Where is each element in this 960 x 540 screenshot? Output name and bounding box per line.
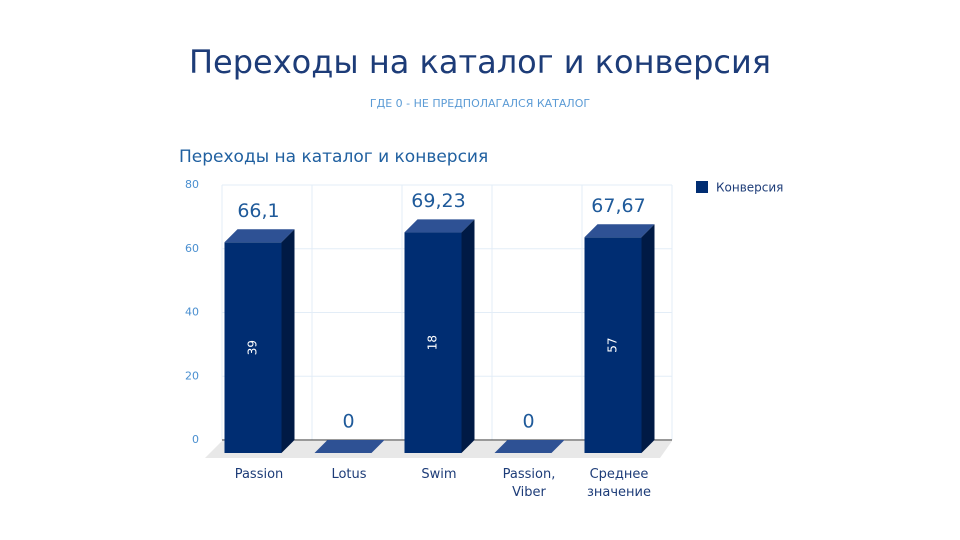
slide-title: Переходы на каталог и конверсия — [189, 43, 771, 81]
bar — [404, 232, 462, 453]
bar-side — [641, 224, 655, 453]
bar — [224, 242, 282, 453]
bar-inner-label: 57 — [606, 338, 620, 353]
bar-top — [404, 219, 475, 233]
bar-inner-label: 18 — [426, 335, 440, 350]
bar-top — [584, 224, 655, 238]
value-label: 66,1 — [237, 200, 279, 222]
value-label: 0 — [522, 411, 534, 433]
y-tick-label: 60 — [185, 242, 199, 255]
y-tick-label: 20 — [185, 369, 199, 382]
value-label: 67,67 — [591, 195, 645, 217]
bar-top — [224, 229, 295, 243]
x-tick-label: Passion — [234, 467, 284, 482]
x-tick-label: Swim — [421, 467, 457, 482]
x-tick-label: Lotus — [331, 467, 367, 482]
legend-swatch — [696, 181, 708, 193]
subtitle: ГДЕ 0 - НЕ ПРЕДПОЛАГАЛСЯ КАТАЛОГ — [370, 97, 590, 110]
bar — [584, 237, 642, 453]
bar-inner-label: 39 — [246, 340, 260, 355]
chart-title: Переходы на каталог и конверсия — [179, 147, 488, 167]
bar — [494, 440, 565, 453]
y-tick-label: 40 — [185, 306, 199, 319]
value-label: 69,23 — [411, 190, 465, 212]
legend-label: Конверсия — [716, 181, 783, 195]
x-tick-label: Среднее значение — [586, 467, 651, 500]
bar-side — [461, 219, 475, 453]
bar-side — [281, 229, 295, 453]
y-tick-label: 80 — [185, 178, 199, 191]
bar — [314, 440, 385, 453]
y-tick-label: 0 — [192, 433, 199, 446]
value-label: 0 — [342, 411, 354, 433]
x-tick-label: Passion, Viber — [502, 467, 556, 500]
